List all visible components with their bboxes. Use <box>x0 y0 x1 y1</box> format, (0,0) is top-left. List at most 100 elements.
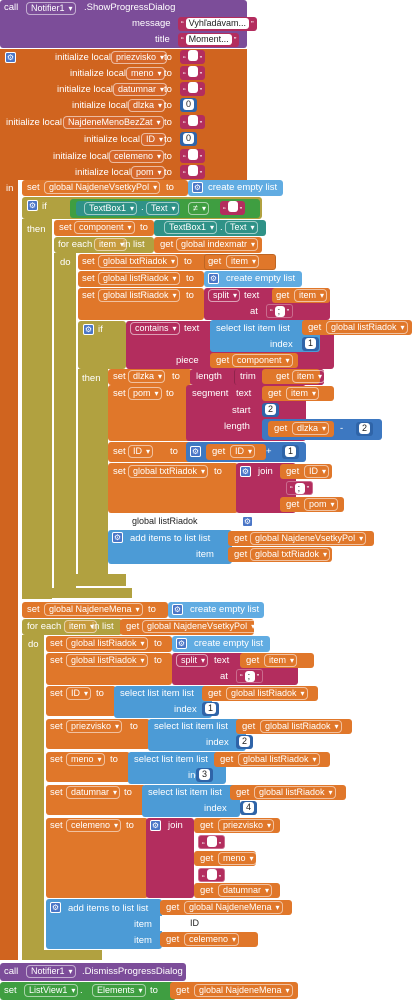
local-value-7[interactable]: “” <box>180 165 206 179</box>
select-list-item-block-3[interactable] <box>148 719 246 751</box>
najdene-mena-dropdown-2[interactable]: global NajdeneMena <box>184 901 283 914</box>
add-items-block[interactable] <box>108 530 232 564</box>
elements-prop-dropdown[interactable]: Elements <box>92 984 146 997</box>
local-name-pom[interactable]: pom <box>131 166 165 179</box>
create-empty-list-block-4[interactable] <box>172 636 270 652</box>
join-gear-icon[interactable]: ⚙ <box>240 466 251 477</box>
join-space-string-1[interactable]: “” <box>198 835 226 850</box>
select-list-item-block-2[interactable] <box>114 686 212 718</box>
mutator-listriadok-dropdown[interactable]: global listRiadok <box>128 515 202 528</box>
join-space-string-2[interactable]: “” <box>198 868 226 883</box>
minus-number-2[interactable]: 2 <box>356 422 374 436</box>
najdene-vsetky-pol-dropdown[interactable]: global NajdeneVsetkyPol <box>250 532 367 545</box>
title-string[interactable]: “Moment...” <box>178 33 240 47</box>
id-dropdown-3[interactable]: ID <box>304 465 329 478</box>
list-gear-icon[interactable]: ⚙ <box>208 273 219 284</box>
id-dropdown-2[interactable]: ID <box>230 445 255 458</box>
local-name-meno[interactable]: meno <box>126 67 165 80</box>
compare-operator-dropdown[interactable]: ≠ <box>188 202 209 215</box>
join-block-2[interactable] <box>146 818 194 898</box>
set-var-dropdown[interactable]: global NajdeneVsetkyPol <box>44 181 161 194</box>
meno-dropdown-2[interactable]: meno <box>218 852 257 865</box>
datumnar-dropdown-2[interactable]: datumnar <box>218 884 273 897</box>
id-dropdown[interactable]: ID <box>128 445 153 458</box>
component-dropdown[interactable]: component <box>232 354 293 367</box>
split-dropdown[interactable]: split <box>208 289 241 302</box>
local-value-2[interactable]: “” <box>180 82 206 96</box>
split-dropdown-2[interactable]: split <box>176 654 209 667</box>
join-gear-icon[interactable]: ⚙ <box>150 820 161 831</box>
local-value-6[interactable]: “” <box>180 149 206 163</box>
textbox-component-dropdown[interactable]: TextBox1 <box>84 202 138 215</box>
add-items-gear-icon[interactable]: ⚙ <box>112 532 123 543</box>
listriadok-dropdown-2[interactable]: global listRiadok <box>98 289 180 302</box>
najdene-vsetky-pol-dropdown-2[interactable]: global NajdeneVsetkyPol <box>142 620 259 633</box>
create-empty-list-block-2[interactable] <box>204 271 302 287</box>
local-value-4[interactable]: “” <box>180 115 206 129</box>
message-string[interactable]: “Vyhľadávam...” <box>178 17 257 31</box>
listriadok-dropdown[interactable]: global listRiadok <box>98 272 180 285</box>
index-number-3[interactable]: 3 <box>196 768 214 782</box>
local-name-id[interactable]: ID <box>141 133 166 146</box>
listriadok-dropdown-6[interactable]: global listRiadok <box>226 687 308 700</box>
split-separator-string[interactable]: “;” <box>266 304 294 318</box>
mutator-id-dropdown[interactable]: ID <box>186 917 203 930</box>
celemeno-dropdown-2[interactable]: celemeno <box>184 933 240 946</box>
id-dropdown-4[interactable]: ID <box>66 687 91 700</box>
index-number-1b[interactable]: 1 <box>202 702 220 716</box>
local-name-dlzka[interactable]: dlzka <box>128 99 166 112</box>
listriadok-dropdown-4[interactable]: global listRiadok <box>66 637 148 650</box>
najdene-mena-dropdown-3[interactable]: global NajdeneMena <box>194 984 293 997</box>
txtriadok-dropdown-3[interactable]: global txtRiadok <box>250 548 331 561</box>
listriadok-dropdown-8[interactable]: global listRiadok <box>238 753 320 766</box>
plus-number-1[interactable]: 1 <box>282 445 300 459</box>
list-gear-icon[interactable]: ⚙ <box>172 604 183 615</box>
priezvisko-dropdown-2[interactable]: priezvisko <box>218 819 275 832</box>
start-number-2[interactable]: 2 <box>262 403 280 417</box>
index-number-4[interactable]: 4 <box>240 801 258 815</box>
list-gear-icon[interactable]: ⚙ <box>176 638 187 649</box>
textbox-prop-dropdown[interactable]: Text <box>146 202 179 215</box>
local-value-3[interactable]: 0 <box>180 98 198 112</box>
txtriadok-dropdown[interactable]: global txtRiadok <box>98 255 179 268</box>
if-gear-icon[interactable]: ⚙ <box>27 200 38 211</box>
local-value-1[interactable]: “” <box>180 66 206 80</box>
join-separator-string[interactable]: “;” <box>286 481 314 495</box>
mutator-gear-icon[interactable]: ⚙ <box>5 52 16 63</box>
textbox-prop-dropdown-2[interactable]: Text <box>225 221 258 234</box>
compare-empty-string[interactable]: “” <box>220 201 246 215</box>
contains-dropdown[interactable]: contains <box>130 322 180 335</box>
local-name-celemeno[interactable]: celemeno <box>109 150 165 163</box>
txtriadok-dropdown-2[interactable]: global txtRiadok <box>128 465 209 478</box>
najdene-mena-dropdown[interactable]: global NajdeneMena <box>44 603 143 616</box>
create-empty-list-block[interactable] <box>188 180 283 196</box>
item-dropdown[interactable]: item <box>226 255 260 268</box>
item-dropdown-2[interactable]: item <box>294 289 328 302</box>
select-list-item-block[interactable] <box>210 320 320 352</box>
dlzka-dropdown-2[interactable]: dlzka <box>292 422 330 435</box>
local-name-priezvisko[interactable]: priezvisko <box>111 51 168 64</box>
plus-gear-icon[interactable]: ⚙ <box>190 446 201 457</box>
for-each-item-dropdown-2[interactable]: item <box>64 620 98 633</box>
notifier-component-dropdown-2[interactable]: Notifier1 <box>26 965 76 978</box>
select-list-item-block-5[interactable] <box>142 785 240 817</box>
datumnar-dropdown[interactable]: datumnar <box>66 786 121 799</box>
textbox-component-dropdown-2[interactable]: TextBox1 <box>164 221 218 234</box>
index-number-1[interactable]: 1 <box>302 337 320 351</box>
for-each-item-dropdown[interactable]: item <box>94 238 128 251</box>
component-var-dropdown[interactable]: component <box>74 221 135 234</box>
local-value-0[interactable]: “” <box>180 50 206 64</box>
local-value-5[interactable]: 0 <box>180 132 198 146</box>
index-number-2[interactable]: 2 <box>236 735 254 749</box>
listriadok-dropdown-3[interactable]: global listRiadok <box>326 321 408 334</box>
dlzka-dropdown[interactable]: dlzka <box>128 370 166 383</box>
listriadok-dropdown-7[interactable]: global listRiadok <box>260 720 342 733</box>
pom-dropdown-2[interactable]: pom <box>304 498 338 511</box>
item-dropdown-4[interactable]: item <box>286 387 320 400</box>
mutator-gear-icon[interactable]: ⚙ <box>242 516 253 527</box>
notifier-component-dropdown[interactable]: Notifier1 <box>26 2 76 15</box>
listview-component-dropdown[interactable]: ListView1 <box>24 984 79 997</box>
split-separator-string-2[interactable]: “;” <box>236 669 264 683</box>
listriadok-dropdown-5[interactable]: global listRiadok <box>66 654 148 667</box>
indexmatr-dropdown[interactable]: global indexmatr <box>176 238 259 251</box>
